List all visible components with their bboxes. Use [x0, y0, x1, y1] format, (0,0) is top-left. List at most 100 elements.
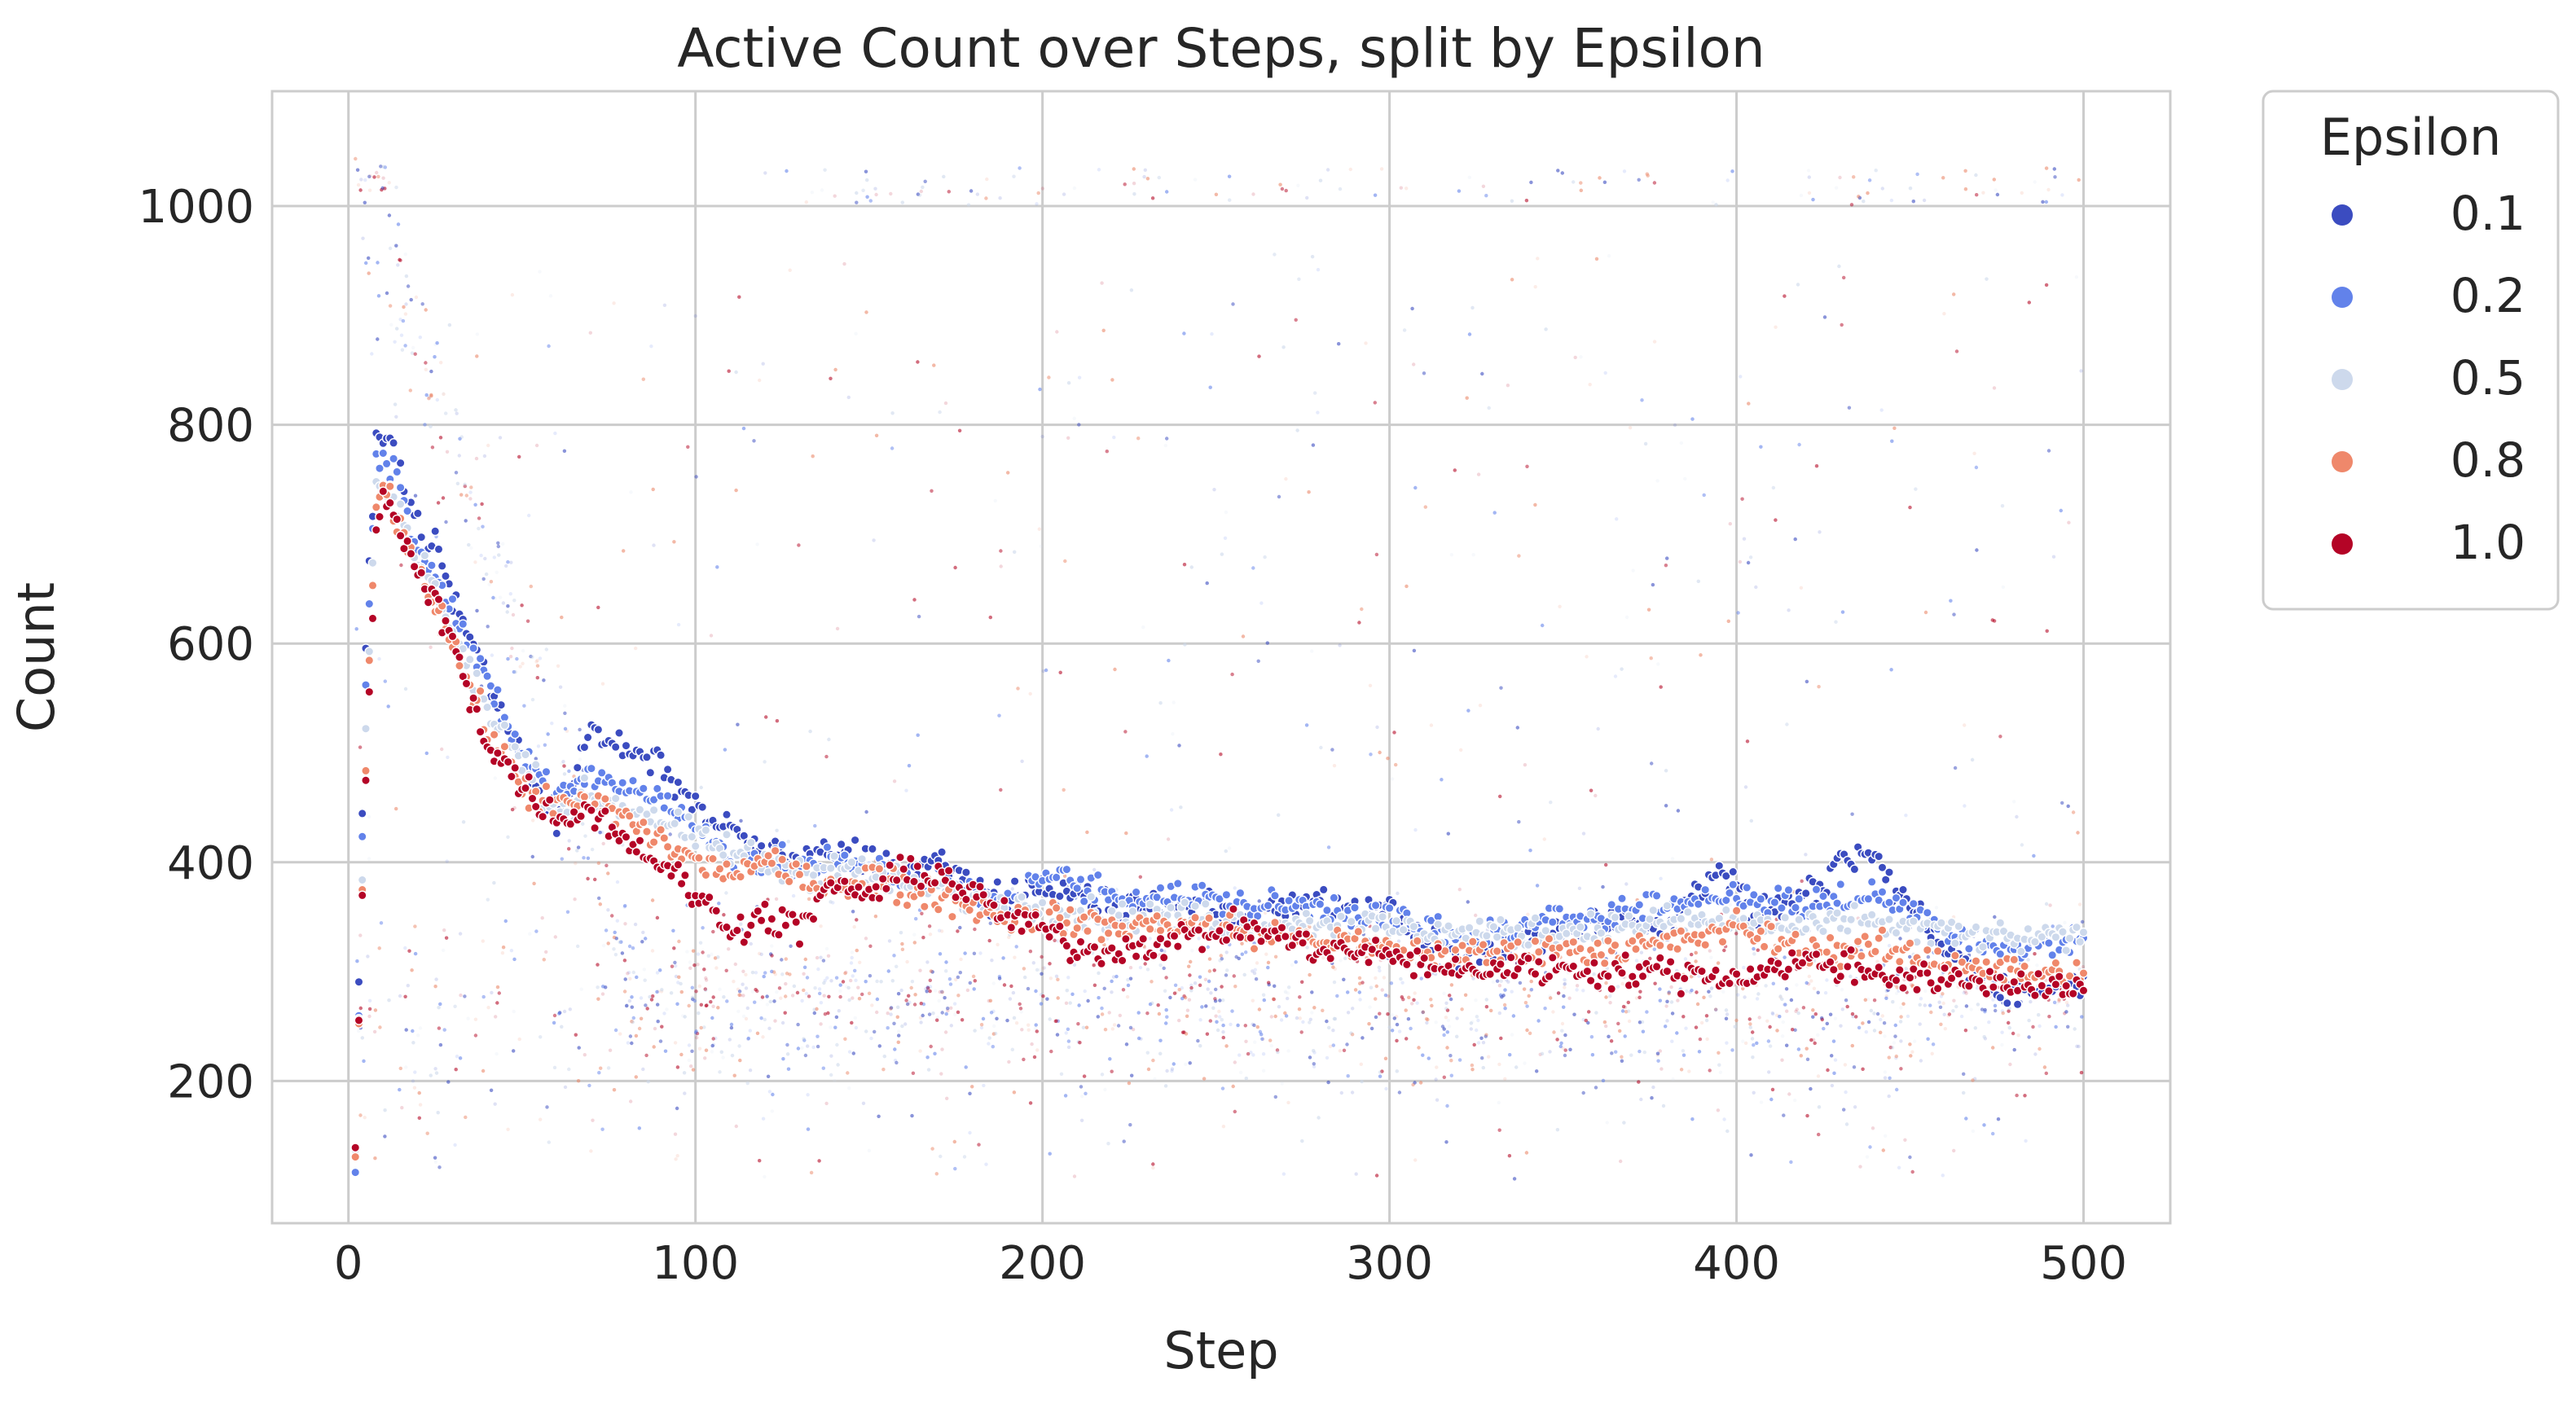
- background-point: [2045, 629, 2049, 633]
- background-point: [1096, 1015, 1101, 1019]
- background-point: [560, 1024, 564, 1029]
- background-point: [2077, 1044, 2081, 1049]
- background-point: [1676, 998, 1680, 1003]
- background-point: [1072, 186, 1077, 191]
- background-point: [1331, 965, 1335, 969]
- background-point: [521, 661, 525, 665]
- background-point: [1544, 327, 1548, 331]
- background-point: [730, 1053, 735, 1058]
- background-point: [937, 998, 941, 1003]
- background-point: [464, 519, 468, 523]
- background-point: [1214, 1014, 1218, 1018]
- background-point: [697, 1011, 701, 1016]
- background-point: [1130, 1073, 1134, 1077]
- background-point: [2000, 1042, 2004, 1047]
- background-point: [1669, 985, 1673, 989]
- background-point: [1343, 956, 1347, 961]
- background-point: [921, 936, 925, 940]
- background-point: [557, 1011, 561, 1016]
- background-point: [1259, 601, 1264, 605]
- background-point: [924, 987, 928, 991]
- background-point: [688, 966, 692, 971]
- background-point: [949, 1024, 954, 1028]
- background-point: [1325, 1055, 1330, 1060]
- background-point: [744, 972, 748, 977]
- background-point: [1793, 1098, 1797, 1103]
- background-point: [1881, 1148, 1885, 1152]
- background-point: [442, 928, 446, 932]
- background-point: [1783, 955, 1787, 959]
- background-point: [407, 949, 411, 953]
- background-point: [501, 946, 506, 950]
- background-point: [563, 1085, 568, 1090]
- background-point: [586, 876, 590, 881]
- background-point: [1796, 1011, 1800, 1016]
- background-point: [1985, 277, 1989, 281]
- background-point: [1498, 993, 1503, 998]
- background-point: [442, 392, 446, 396]
- background-point: [1281, 345, 1286, 349]
- background-point: [1092, 867, 1097, 872]
- background-point: [434, 977, 438, 981]
- background-point: [655, 989, 659, 994]
- background-point: [717, 902, 721, 906]
- background-point: [1870, 1126, 1875, 1130]
- background-point: [1540, 1051, 1545, 1056]
- background-point: [1992, 619, 1997, 623]
- background-point: [1769, 1097, 1774, 1102]
- background-point: [1756, 992, 1761, 996]
- background-point: [604, 985, 608, 989]
- background-point: [758, 1159, 762, 1163]
- background-point: [1041, 966, 1045, 971]
- background-point: [1807, 175, 1811, 179]
- background-point: [438, 1042, 443, 1047]
- background-point: [1609, 1039, 1614, 1043]
- background-point: [803, 957, 807, 962]
- background-point: [999, 564, 1003, 568]
- background-point: [582, 1053, 587, 1057]
- background-point: [1833, 1016, 1838, 1020]
- background-point: [1364, 341, 1368, 345]
- background-point: [1475, 1028, 1479, 1033]
- background-point: [534, 660, 538, 664]
- background-point: [486, 1006, 490, 1010]
- background-point: [1286, 991, 1290, 995]
- background-point: [1011, 990, 1016, 995]
- background-point: [767, 1090, 772, 1094]
- background-point: [1257, 899, 1261, 903]
- background-point: [816, 967, 820, 972]
- background-point: [1041, 994, 1045, 998]
- background-point: [1476, 472, 1481, 476]
- background-point: [819, 1022, 823, 1026]
- background-point: [1007, 1060, 1011, 1064]
- background-point: [1190, 949, 1194, 953]
- background-point: [1604, 1024, 1608, 1029]
- background-point: [1837, 264, 1841, 269]
- background-point: [628, 976, 632, 981]
- background-point: [765, 994, 769, 998]
- background-point: [1807, 974, 1811, 979]
- background-point: [1858, 1165, 1862, 1169]
- background-point: [1447, 1024, 1452, 1029]
- background-point: [1942, 312, 1946, 316]
- background-point: [1690, 952, 1694, 957]
- background-point: [1780, 1034, 1785, 1038]
- background-point: [1221, 1035, 1226, 1040]
- background-point: [453, 1143, 457, 1147]
- background-point: [1982, 1035, 1986, 1039]
- background-point: [1084, 1025, 1089, 1029]
- background-point: [512, 957, 517, 962]
- background-point: [757, 951, 762, 956]
- background-point: [504, 564, 508, 568]
- background-point: [1757, 1016, 1761, 1020]
- background-point: [696, 952, 701, 956]
- background-point: [900, 200, 905, 204]
- background-point: [1038, 387, 1042, 392]
- background-point: [1241, 634, 1246, 638]
- background-point: [367, 998, 372, 1003]
- background-point: [500, 951, 505, 955]
- background-point: [1631, 568, 1635, 573]
- background-point: [1470, 1020, 1475, 1024]
- background-point: [383, 186, 387, 191]
